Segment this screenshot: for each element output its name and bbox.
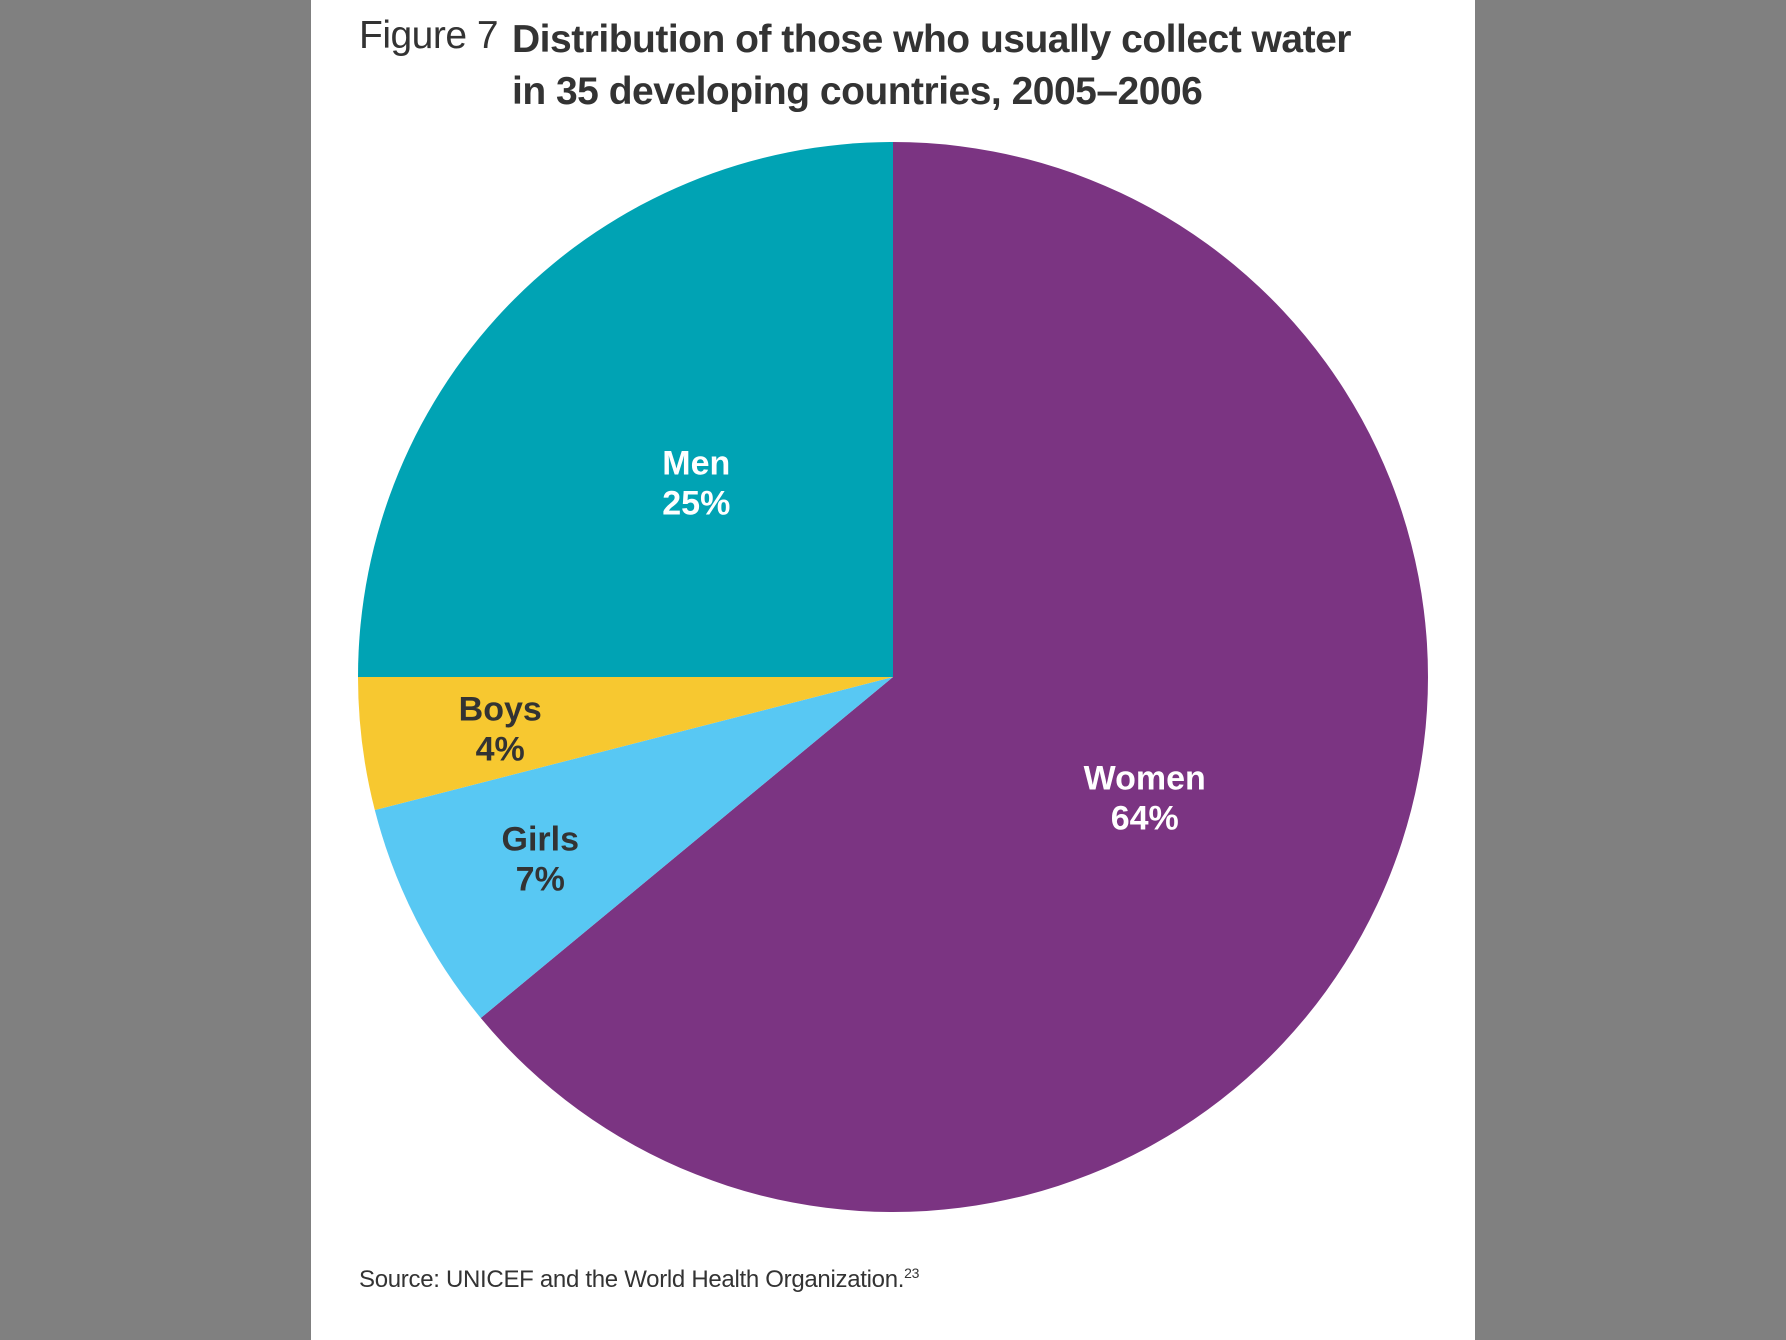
pie-label-value-men: 25% xyxy=(662,484,730,522)
pie-slice-boys xyxy=(358,677,893,811)
figure-label: Figure 7 xyxy=(359,14,499,57)
source-reference: 23 xyxy=(904,1265,920,1281)
pie-label-name-men: Men xyxy=(662,444,730,482)
pie-slice-men xyxy=(358,142,893,677)
pie-label-name-girls: Girls xyxy=(502,821,579,859)
pie-label-value-girls: 7% xyxy=(516,861,565,899)
figure-title-line-1: Distribution of those who usually collec… xyxy=(512,18,1351,61)
pie-slice-women xyxy=(480,142,1429,1212)
pie-label-name-women: Women xyxy=(1084,759,1206,797)
source-note: Source: UNICEF and the World Health Orga… xyxy=(359,1265,919,1294)
pie-label-name-boys: Boys xyxy=(459,691,542,729)
figure-panel: Figure 7 Distribution of those who usual… xyxy=(311,0,1475,1340)
figure-title-line-2: in 35 developing countries, 2005–2006 xyxy=(512,70,1203,113)
pie-label-value-boys: 4% xyxy=(476,731,525,769)
figure-title: Distribution of those who usually collec… xyxy=(512,14,1412,118)
pie-label-value-women: 64% xyxy=(1111,799,1179,837)
source-text: Source: UNICEF and the World Health Orga… xyxy=(359,1266,905,1293)
pie-slice-girls xyxy=(374,677,894,1019)
